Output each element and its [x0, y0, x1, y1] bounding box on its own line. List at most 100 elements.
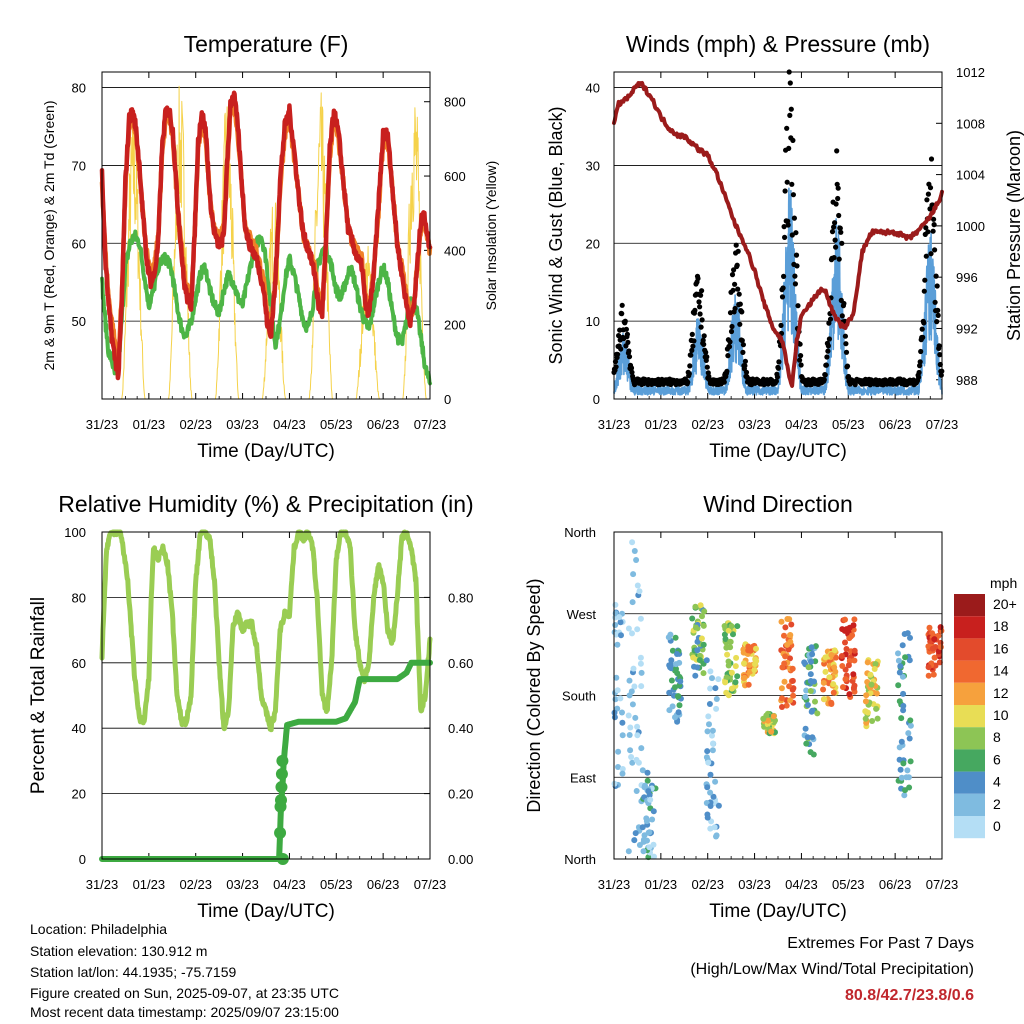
- direction-point: [842, 616, 848, 623]
- direction-point: [711, 824, 718, 831]
- direction-point: [651, 853, 657, 860]
- direction-point: [673, 665, 679, 672]
- gust-point: [735, 248, 741, 254]
- direction-point: [842, 639, 848, 646]
- x-tick-label: 31/23: [86, 417, 119, 432]
- direction-point: [676, 659, 683, 666]
- direction-point: [704, 728, 711, 735]
- direction-point: [830, 689, 837, 696]
- direction-point: [789, 686, 796, 693]
- direction-point: [640, 848, 647, 855]
- legend-swatch: [954, 638, 985, 661]
- x-axis-label: Time (Day/UTC): [197, 901, 335, 922]
- gust-point: [934, 283, 940, 289]
- y2-axis-label: Station Pressure (Maroon): [1004, 130, 1024, 341]
- direction-point: [931, 654, 938, 661]
- x-tick-label: 02/23: [179, 417, 212, 432]
- direction-point: [668, 657, 675, 664]
- direction-point: [898, 715, 905, 722]
- direction-point: [692, 672, 699, 679]
- direction-point: [901, 631, 908, 637]
- direction-point: [752, 661, 758, 668]
- legend-swatch: [954, 727, 985, 750]
- x-tick-label: 01/23: [645, 417, 678, 432]
- info-latlon: Station lat/lon: 44.1935; -75.7159: [30, 964, 237, 980]
- direction-point: [666, 689, 673, 696]
- direction-point: [850, 622, 857, 629]
- direction-point: [907, 722, 914, 729]
- direction-point: [715, 676, 722, 683]
- direction-point: [723, 644, 730, 651]
- gust-point: [784, 125, 790, 131]
- y-tick-label: 20: [72, 787, 86, 802]
- direction-point: [850, 671, 857, 678]
- gust-point: [936, 343, 942, 349]
- temperature-2m-line: [99, 90, 433, 381]
- gust-point: [935, 307, 941, 313]
- direction-point: [713, 696, 720, 702]
- gust-point: [686, 371, 692, 377]
- y2-tick-label: 0: [444, 392, 451, 407]
- direction-point: [725, 627, 732, 634]
- direction-point: [710, 793, 717, 800]
- y2-tick-label: 1008: [956, 116, 985, 131]
- direction-point: [830, 681, 837, 688]
- y2-tick-label: 0.00: [448, 852, 473, 867]
- gust-point: [838, 229, 844, 235]
- gust-point: [798, 353, 804, 359]
- gust-point: [729, 323, 735, 330]
- gust-point: [793, 230, 799, 236]
- gust-point: [836, 256, 842, 262]
- gust-point: [692, 307, 698, 313]
- x-tick-label: 31/23: [86, 877, 119, 892]
- x-tick-label: 01/23: [133, 417, 166, 432]
- direction-point: [644, 769, 651, 776]
- direction-point: [634, 732, 641, 739]
- gust-point: [619, 311, 625, 317]
- direction-point: [634, 582, 641, 589]
- wind-direction-panel: Wind Direction Time (Day/UTC) Direction (C…: [524, 491, 1017, 922]
- gust-point: [740, 349, 746, 355]
- x-tick-label: 04/23: [785, 877, 818, 892]
- direction-point: [808, 644, 815, 651]
- precipitation-point: [274, 794, 287, 807]
- direction-point: [639, 767, 646, 774]
- direction-point: [676, 702, 683, 709]
- direction-point: [715, 802, 722, 809]
- y2-tick-label: 400: [444, 243, 466, 258]
- x-tick-label: 07/23: [414, 417, 447, 432]
- gust-point: [826, 336, 833, 342]
- direction-point: [617, 619, 624, 626]
- gust-point: [827, 316, 834, 322]
- direction-point: [704, 748, 711, 755]
- direction-point: [753, 645, 759, 652]
- direction-point: [696, 657, 703, 664]
- gust-point: [826, 320, 832, 326]
- direction-point: [706, 701, 713, 707]
- y-axis-label: 2m & 9m T (Red, Orange) & 2m Td (Green): [41, 101, 57, 371]
- direction-point: [619, 709, 625, 716]
- direction-point: [907, 634, 913, 641]
- direction-point: [895, 657, 902, 664]
- direction-point: [612, 622, 619, 628]
- x-tick-label: 04/23: [273, 417, 306, 432]
- y-tick-label: 20: [586, 236, 600, 251]
- gust-point: [737, 321, 743, 327]
- x-tick-label: 06/23: [367, 417, 400, 432]
- legend-label: 12: [993, 685, 1009, 701]
- direction-point: [779, 695, 785, 702]
- direction-point: [619, 732, 626, 739]
- y-tick-label: 40: [72, 721, 86, 736]
- gust-point: [931, 216, 937, 222]
- x-tick-label: 02/23: [691, 417, 724, 432]
- legend-swatch: [954, 594, 985, 617]
- gust-point: [825, 343, 832, 349]
- gust-point: [834, 148, 840, 154]
- direction-point: [694, 647, 701, 654]
- gust-point: [727, 339, 733, 345]
- gust-point: [790, 192, 797, 198]
- legend-label: 20+: [993, 596, 1017, 612]
- direction-point: [808, 708, 815, 715]
- direction-point: [730, 631, 736, 638]
- gust-point: [613, 364, 619, 370]
